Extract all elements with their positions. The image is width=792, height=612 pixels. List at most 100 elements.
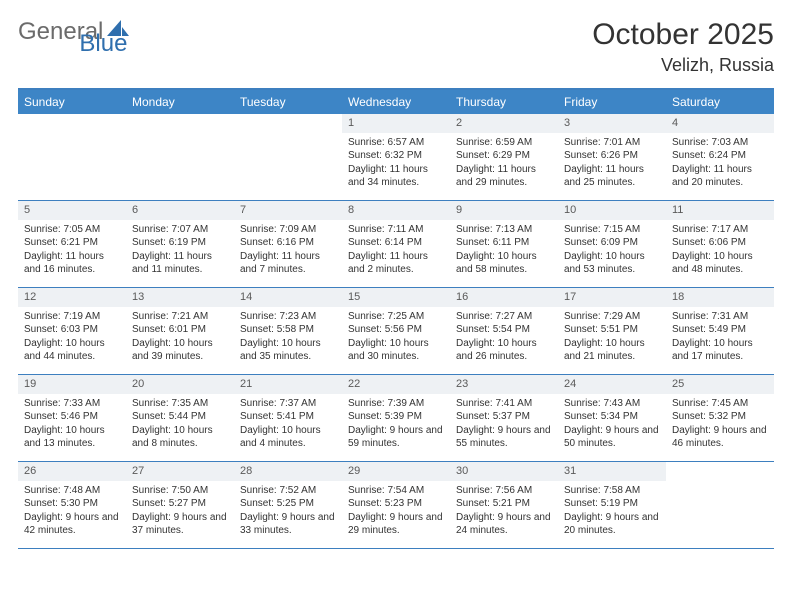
day-number: 11 [666,201,774,220]
calendar-cell: 11Sunrise: 7:17 AMSunset: 6:06 PMDayligh… [666,201,774,287]
calendar-cell: 12Sunrise: 7:19 AMSunset: 6:03 PMDayligh… [18,288,126,374]
calendar-cell: 30Sunrise: 7:56 AMSunset: 5:21 PMDayligh… [450,462,558,548]
day-header: Monday [126,90,234,114]
sunset-line: Sunset: 5:41 PM [240,410,336,424]
day-info: Sunrise: 7:13 AMSunset: 6:11 PMDaylight:… [450,220,558,283]
sunset-line: Sunset: 5:32 PM [672,410,768,424]
day-number: 28 [234,462,342,481]
day-number: 3 [558,114,666,133]
sunset-line: Sunset: 6:29 PM [456,149,552,163]
day-number: 31 [558,462,666,481]
sunset-line: Sunset: 5:39 PM [348,410,444,424]
day-number: 29 [342,462,450,481]
calendar-cell: 28Sunrise: 7:52 AMSunset: 5:25 PMDayligh… [234,462,342,548]
day-info: Sunrise: 7:29 AMSunset: 5:51 PMDaylight:… [558,307,666,370]
month-title: October 2025 [592,18,774,51]
calendar-cell: 4Sunrise: 7:03 AMSunset: 6:24 PMDaylight… [666,114,774,200]
day-info: Sunrise: 7:33 AMSunset: 5:46 PMDaylight:… [18,394,126,457]
day-header: Saturday [666,90,774,114]
day-info: Sunrise: 7:52 AMSunset: 5:25 PMDaylight:… [234,481,342,544]
day-info: Sunrise: 7:07 AMSunset: 6:19 PMDaylight:… [126,220,234,283]
day-info: Sunrise: 7:05 AMSunset: 6:21 PMDaylight:… [18,220,126,283]
sunrise-line: Sunrise: 7:54 AM [348,484,444,498]
calendar-cell: 24Sunrise: 7:43 AMSunset: 5:34 PMDayligh… [558,375,666,461]
day-number: 15 [342,288,450,307]
daylight-line: Daylight: 9 hours and 55 minutes. [456,424,552,451]
day-header: Friday [558,90,666,114]
day-number: 20 [126,375,234,394]
sunset-line: Sunset: 5:58 PM [240,323,336,337]
day-header: Wednesday [342,90,450,114]
daylight-line: Daylight: 9 hours and 33 minutes. [240,511,336,538]
day-number: 13 [126,288,234,307]
sunset-line: Sunset: 6:14 PM [348,236,444,250]
day-info: Sunrise: 6:59 AMSunset: 6:29 PMDaylight:… [450,133,558,196]
day-number: 4 [666,114,774,133]
calendar-cell: . [18,114,126,200]
calendar-cell: 10Sunrise: 7:15 AMSunset: 6:09 PMDayligh… [558,201,666,287]
daylight-line: Daylight: 10 hours and 4 minutes. [240,424,336,451]
daylight-line: Daylight: 10 hours and 17 minutes. [672,337,768,364]
day-headers-row: SundayMondayTuesdayWednesdayThursdayFrid… [18,90,774,114]
logo-text-2: Blue [79,30,127,58]
day-number: 5 [18,201,126,220]
day-number: 22 [342,375,450,394]
day-number: 24 [558,375,666,394]
sunrise-line: Sunrise: 7:01 AM [564,136,660,150]
daylight-line: Daylight: 9 hours and 50 minutes. [564,424,660,451]
calendar-cell: 19Sunrise: 7:33 AMSunset: 5:46 PMDayligh… [18,375,126,461]
day-number: 27 [126,462,234,481]
sunset-line: Sunset: 5:44 PM [132,410,228,424]
sunset-line: Sunset: 6:03 PM [24,323,120,337]
sunrise-line: Sunrise: 7:25 AM [348,310,444,324]
sunrise-line: Sunrise: 7:19 AM [24,310,120,324]
calendar-week: 12 Sunrise: 7:19 AMSunset: 6:03 PM Dayligh… [18,288,774,375]
daylight-line: Daylight: 10 hours and 48 minutes. [672,250,768,277]
day-info: Sunrise: 7:54 AMSunset: 5:23 PMDaylight:… [342,481,450,544]
page-header: General Blue October 2025 Velizh, Russia [18,18,774,76]
day-number: 7 [234,201,342,220]
day-number: 8 [342,201,450,220]
daylight-line: Daylight: 10 hours and 26 minutes. [456,337,552,364]
day-number: 18 [666,288,774,307]
sunrise-line: Sunrise: 7:29 AM [564,310,660,324]
title-block: October 2025 Velizh, Russia [592,18,774,76]
day-info: Sunrise: 7:21 AMSunset: 6:01 PMDaylight:… [126,307,234,370]
sunset-line: Sunset: 5:49 PM [672,323,768,337]
day-info: Sunrise: 7:11 AMSunset: 6:14 PMDaylight:… [342,220,450,283]
sunrise-line: Sunrise: 7:52 AM [240,484,336,498]
day-number: 14 [234,288,342,307]
day-info: Sunrise: 7:39 AMSunset: 5:39 PMDaylight:… [342,394,450,457]
logo: General Blue [18,18,181,46]
calendar-page: General Blue October 2025 Velizh, Russia… [0,0,792,549]
sunrise-line: Sunrise: 7:03 AM [672,136,768,150]
day-number: 25 [666,375,774,394]
calendar-cell: 21Sunrise: 7:37 AMSunset: 5:41 PMDayligh… [234,375,342,461]
daylight-line: Daylight: 9 hours and 20 minutes. [564,511,660,538]
calendar-cell: 20Sunrise: 7:35 AMSunset: 5:44 PMDayligh… [126,375,234,461]
sunset-line: Sunset: 6:26 PM [564,149,660,163]
daylight-line: Daylight: 9 hours and 24 minutes. [456,511,552,538]
daylight-line: Daylight: 11 hours and 16 minutes. [24,250,120,277]
sunset-line: Sunset: 5:19 PM [564,497,660,511]
day-number: 19 [18,375,126,394]
daylight-line: Daylight: 9 hours and 37 minutes. [132,511,228,538]
day-info: Sunrise: 7:31 AMSunset: 5:49 PMDaylight:… [666,307,774,370]
sunset-line: Sunset: 6:11 PM [456,236,552,250]
daylight-line: Daylight: 11 hours and 25 minutes. [564,163,660,190]
sunrise-line: Sunrise: 7:43 AM [564,397,660,411]
sunrise-line: Sunrise: 7:39 AM [348,397,444,411]
sunrise-line: Sunrise: 7:05 AM [24,223,120,237]
calendar-grid: SundayMondayTuesdayWednesdayThursdayFrid… [18,88,774,549]
day-info: Sunrise: 7:48 AMSunset: 5:30 PMDaylight:… [18,481,126,544]
daylight-line: Daylight: 10 hours and 58 minutes. [456,250,552,277]
day-number: 12 [18,288,126,307]
sunrise-line: Sunrise: 7:27 AM [456,310,552,324]
sunset-line: Sunset: 5:23 PM [348,497,444,511]
calendar-cell: 2Sunrise: 6:59 AMSunset: 6:29 PMDaylight… [450,114,558,200]
sunrise-line: Sunrise: 7:11 AM [348,223,444,237]
day-info: Sunrise: 7:45 AMSunset: 5:32 PMDaylight:… [666,394,774,457]
day-info: Sunrise: 7:25 AMSunset: 5:56 PMDaylight:… [342,307,450,370]
sunrise-line: Sunrise: 7:21 AM [132,310,228,324]
calendar-cell: 7Sunrise: 7:09 AMSunset: 6:16 PMDaylight… [234,201,342,287]
